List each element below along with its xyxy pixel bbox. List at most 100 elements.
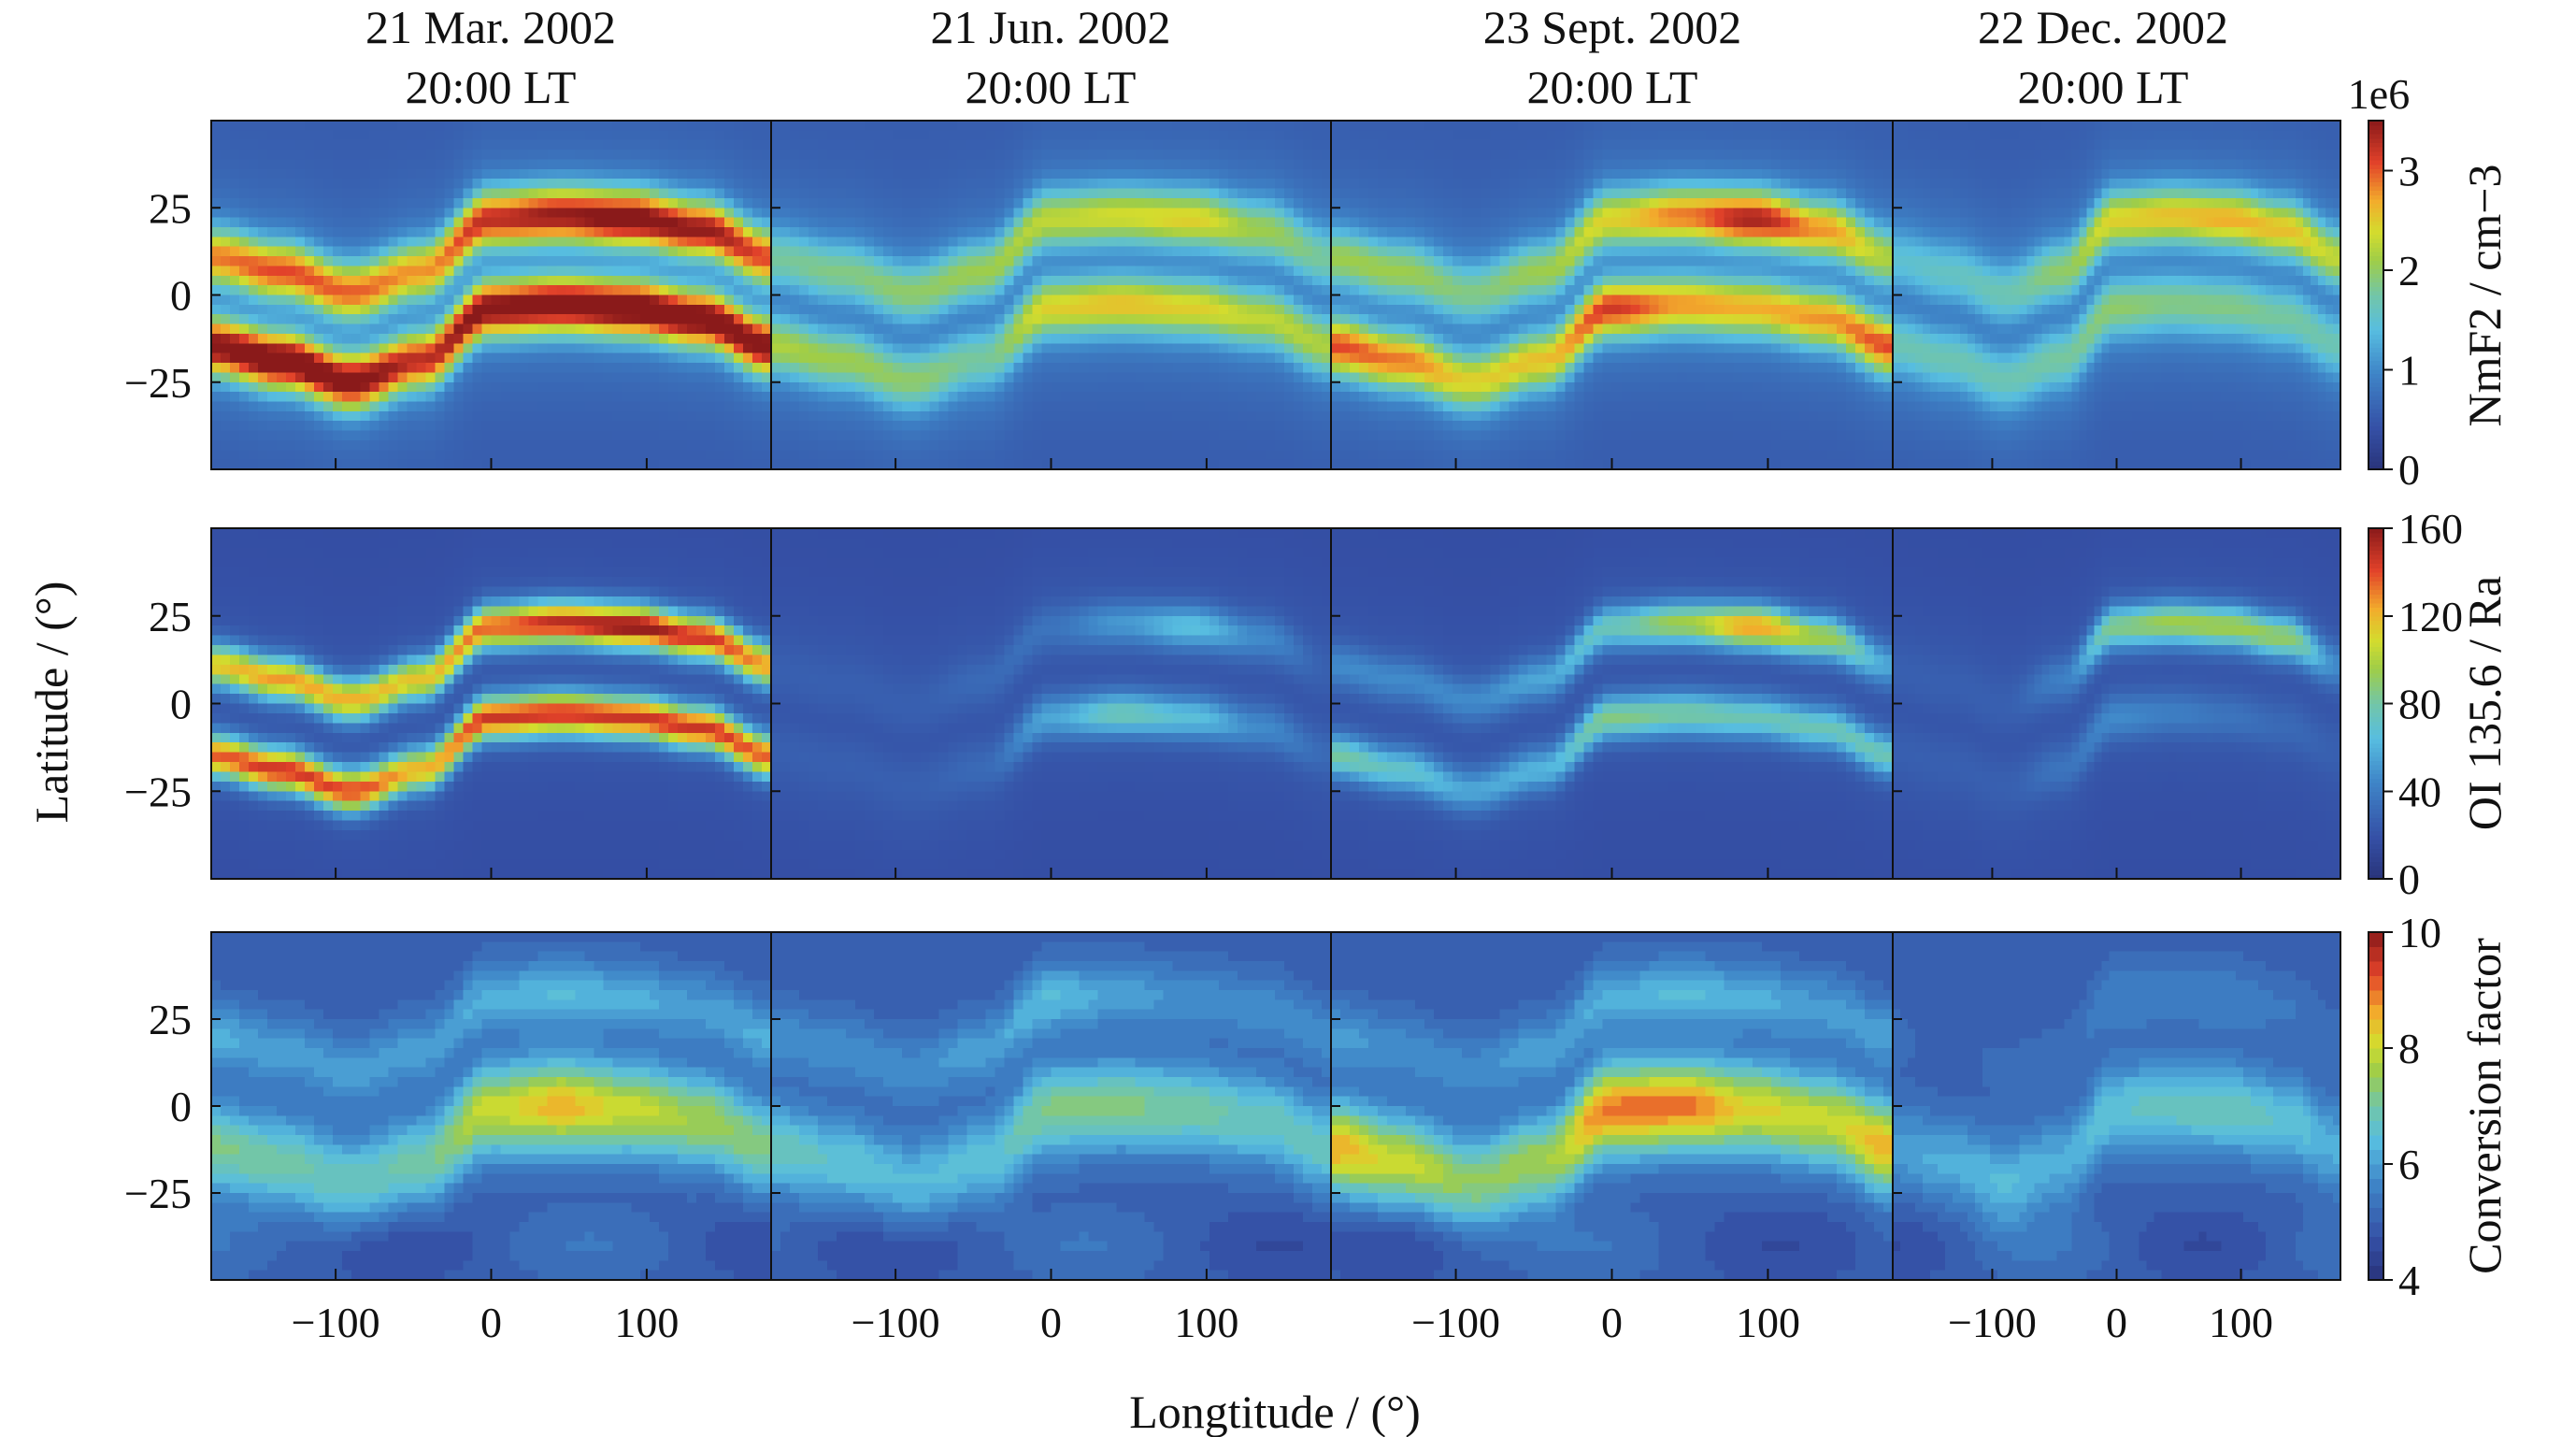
heatmap-cell [780,188,791,199]
heatmap-cell [938,439,950,451]
heatmap-cell [1144,363,1154,373]
heatmap-cell [1172,275,1182,286]
heatmap-cell [500,352,511,364]
heatmap-cell [266,459,278,470]
heatmap-cell [687,459,697,470]
heatmap-cell [285,401,296,412]
heatmap-cell [230,314,240,325]
heatmap-cell [1275,295,1285,306]
heatmap-cell [1023,363,1034,373]
heatmap-cell [1742,208,1753,219]
heatmap-cell [995,401,1006,412]
heatmap-cell [1294,363,1304,373]
heatmap-cell [929,121,940,131]
heatmap-cell [1714,121,1725,131]
heatmap-cell [584,295,594,306]
heatmap-cell [332,401,343,412]
column-title-2-date: 21 Jun. 2002 [931,1,1171,53]
heatmap-cell [1238,217,1248,228]
heatmap-cell [1555,208,1566,219]
heatmap-cell [584,168,594,180]
heatmap-cell [463,450,474,461]
heatmap-cell [724,237,735,248]
heatmap-cell [230,159,240,170]
heatmap-cell [836,430,847,441]
heatmap-cell [322,304,334,315]
heatmap-cell [379,401,390,412]
heatmap-cell [790,410,800,422]
heatmap-cell [734,139,744,151]
heatmap-cell [1181,237,1192,248]
heatmap-cell [1116,121,1126,131]
heatmap-cell [1808,130,1819,141]
heatmap-cell [594,459,604,470]
heatmap-cell [211,333,222,344]
heatmap-cell [519,410,530,422]
heatmap-cell [901,217,912,228]
heatmap-cell [995,130,1006,141]
heatmap-cell [285,410,296,422]
heatmap-cell [1023,179,1034,190]
heatmap-cell [612,150,623,161]
heatmap-cell [1621,217,1632,228]
heatmap-cell [1761,150,1772,161]
heatmap-cell [1350,150,1360,161]
heatmap-cell [1238,333,1248,344]
heatmap-cell [1144,256,1154,267]
heatmap-cell [1443,121,1453,131]
heatmap-cell [1023,401,1034,412]
heatmap-cell [845,392,856,403]
heatmap-cell [500,314,511,325]
heatmap-cell [1387,208,1397,219]
heatmap-cell [668,450,679,461]
heatmap-cell [332,237,343,248]
heatmap-cell [1639,208,1651,219]
heatmap-cell [826,275,837,286]
heatmap-cell [929,392,940,403]
heatmap-cell [1041,421,1052,432]
heatmap-cell [957,168,968,180]
heatmap-cell [463,352,474,364]
heatmap-cell [435,392,446,403]
heatmap-cell [1266,439,1276,451]
heatmap-cell [734,381,744,393]
heatmap-cell [1153,381,1164,393]
heatmap-cell [1163,363,1173,373]
heatmap-cell [622,150,632,161]
heatmap-cell [1041,256,1052,267]
heatmap-cell [1004,130,1015,141]
heatmap-cell [1415,217,1425,228]
heatmap-cell [332,121,343,131]
heatmap-cell [1097,381,1108,393]
heatmap-cell [948,217,959,228]
heatmap-cell [266,237,278,248]
heatmap-cell [724,188,735,199]
heatmap-cell [575,130,585,141]
heatmap-cell [892,150,903,161]
heatmap-cell [1060,256,1071,267]
heatmap-cell [706,401,716,412]
heatmap-cell [882,275,894,286]
heatmap-cell [1107,227,1117,237]
heatmap-cell [668,352,679,364]
heatmap-cell [901,121,912,131]
heatmap-cell [444,314,455,325]
heatmap-cell [762,392,772,403]
heatmap-cell [1359,159,1369,170]
heatmap-cell [948,150,959,161]
heatmap-cell [892,450,903,461]
heatmap-cell [313,246,324,257]
heatmap-cell [528,459,538,470]
heatmap-cell [724,439,735,451]
heatmap-cell [1181,121,1192,131]
heatmap-cell [1153,392,1164,403]
heatmap-cell [1471,208,1481,219]
heatmap-cell [640,459,651,470]
heatmap-cell [1247,343,1257,354]
heatmap-cell [304,227,315,237]
heatmap-cell [238,401,250,412]
heatmap-cell [1153,421,1164,432]
heatmap-cell [1266,430,1276,441]
heatmap-cell [407,392,418,403]
heatmap-cell [1135,295,1145,306]
